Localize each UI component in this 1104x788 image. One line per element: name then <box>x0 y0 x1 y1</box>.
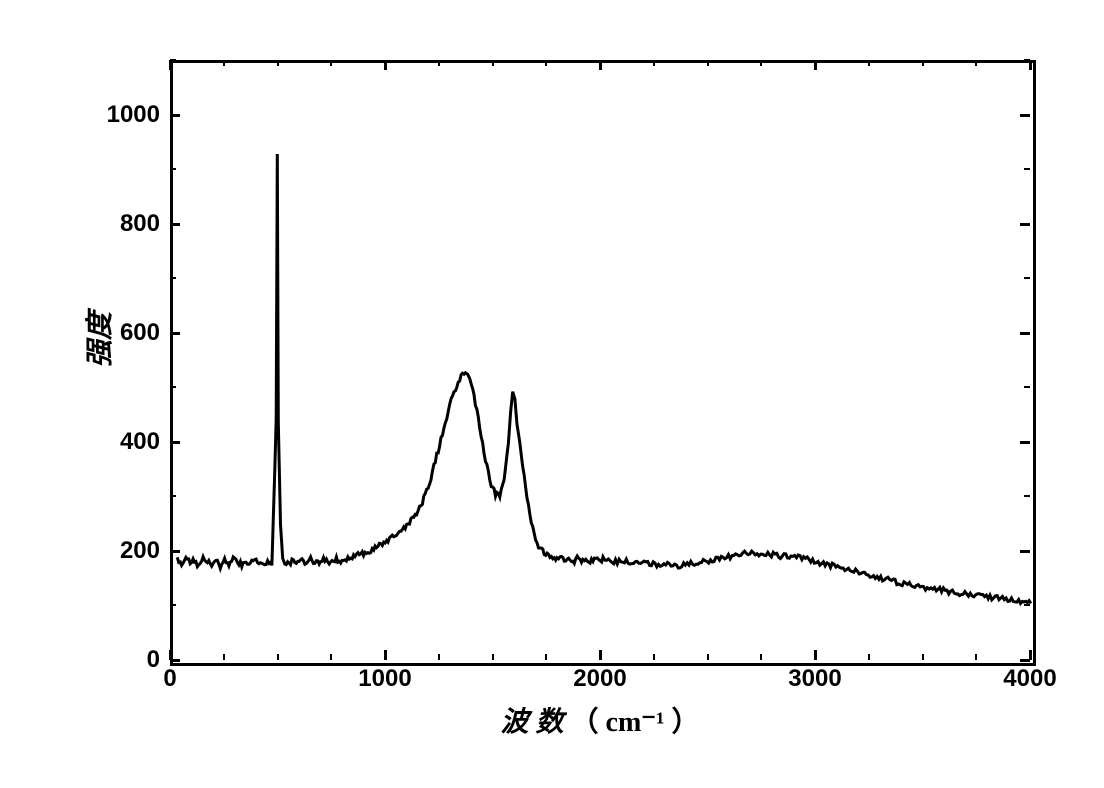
y-tick-minor <box>170 495 176 497</box>
x-tick-label: 0 <box>130 665 210 693</box>
x-tick-minor-top <box>975 60 977 66</box>
x-tick-minor-top <box>223 60 225 66</box>
x-tick-minor-top <box>492 60 494 66</box>
y-tick-minor <box>170 386 176 388</box>
x-tick-label: 2000 <box>560 665 640 693</box>
x-tick-minor-top <box>868 60 870 66</box>
x-tick-minor <box>223 654 225 660</box>
y-tick-minor-right <box>1024 386 1030 388</box>
x-tick-minor-top <box>330 60 332 66</box>
x-tick-minor <box>653 654 655 660</box>
y-tick-label: 600 <box>80 319 160 347</box>
y-tick-major-right <box>1020 223 1030 226</box>
x-tick-major <box>1029 650 1032 660</box>
y-tick-minor-right <box>1024 277 1030 279</box>
x-tick-minor <box>922 654 924 660</box>
y-tick-major <box>170 223 180 226</box>
x-tick-minor <box>545 654 547 660</box>
x-tick-major-top <box>169 60 172 70</box>
x-tick-minor-top <box>438 60 440 66</box>
y-tick-major-right <box>1020 550 1030 553</box>
x-tick-minor <box>975 654 977 660</box>
x-tick-minor-top <box>277 60 279 66</box>
y-tick-major <box>170 114 180 117</box>
y-tick-major <box>170 332 180 335</box>
y-tick-major <box>170 441 180 444</box>
y-tick-minor-right <box>1024 604 1030 606</box>
x-tick-label: 4000 <box>990 665 1070 693</box>
y-tick-major-right <box>1020 441 1030 444</box>
x-tick-major-top <box>814 60 817 70</box>
plot-area <box>170 60 1036 666</box>
y-tick-label: 800 <box>80 210 160 238</box>
y-tick-minor-right <box>1024 495 1030 497</box>
x-tick-minor-top <box>707 60 709 66</box>
y-tick-minor <box>170 277 176 279</box>
x-tick-minor <box>330 654 332 660</box>
x-tick-label: 3000 <box>775 665 855 693</box>
x-axis-label: 波 数 （ cm⁻¹ ） <box>170 700 1030 740</box>
x-tick-minor <box>707 654 709 660</box>
x-tick-major-top <box>384 60 387 70</box>
x-tick-major-top <box>1029 60 1032 70</box>
y-tick-major-right <box>1020 332 1030 335</box>
y-tick-major <box>170 550 180 553</box>
x-tick-minor <box>277 654 279 660</box>
x-tick-major-top <box>599 60 602 70</box>
raman-spectrum-chart: 强度 波 数 （ cm⁻¹ ） 020040060080010000100020… <box>60 40 1060 740</box>
x-tick-minor <box>760 654 762 660</box>
x-tick-minor-top <box>760 60 762 66</box>
x-tick-label: 1000 <box>345 665 425 693</box>
x-tick-minor <box>868 654 870 660</box>
x-axis-label-unit: （ cm⁻¹ ） <box>571 707 700 738</box>
x-tick-minor <box>438 654 440 660</box>
x-tick-major <box>169 650 172 660</box>
x-tick-minor-top <box>922 60 924 66</box>
x-tick-minor-top <box>545 60 547 66</box>
y-tick-minor-right <box>1024 168 1030 170</box>
x-tick-minor <box>492 654 494 660</box>
x-axis-label-prefix: 波 数 <box>501 707 564 738</box>
y-tick-major-right <box>1020 114 1030 117</box>
y-tick-label: 1000 <box>80 101 160 129</box>
y-tick-label: 400 <box>80 428 160 456</box>
x-tick-minor-top <box>653 60 655 66</box>
x-tick-major <box>599 650 602 660</box>
y-tick-label: 200 <box>80 537 160 565</box>
spectrum-line <box>173 63 1033 663</box>
x-tick-major <box>814 650 817 660</box>
x-tick-major <box>384 650 387 660</box>
y-tick-minor <box>170 168 176 170</box>
y-tick-minor <box>170 604 176 606</box>
